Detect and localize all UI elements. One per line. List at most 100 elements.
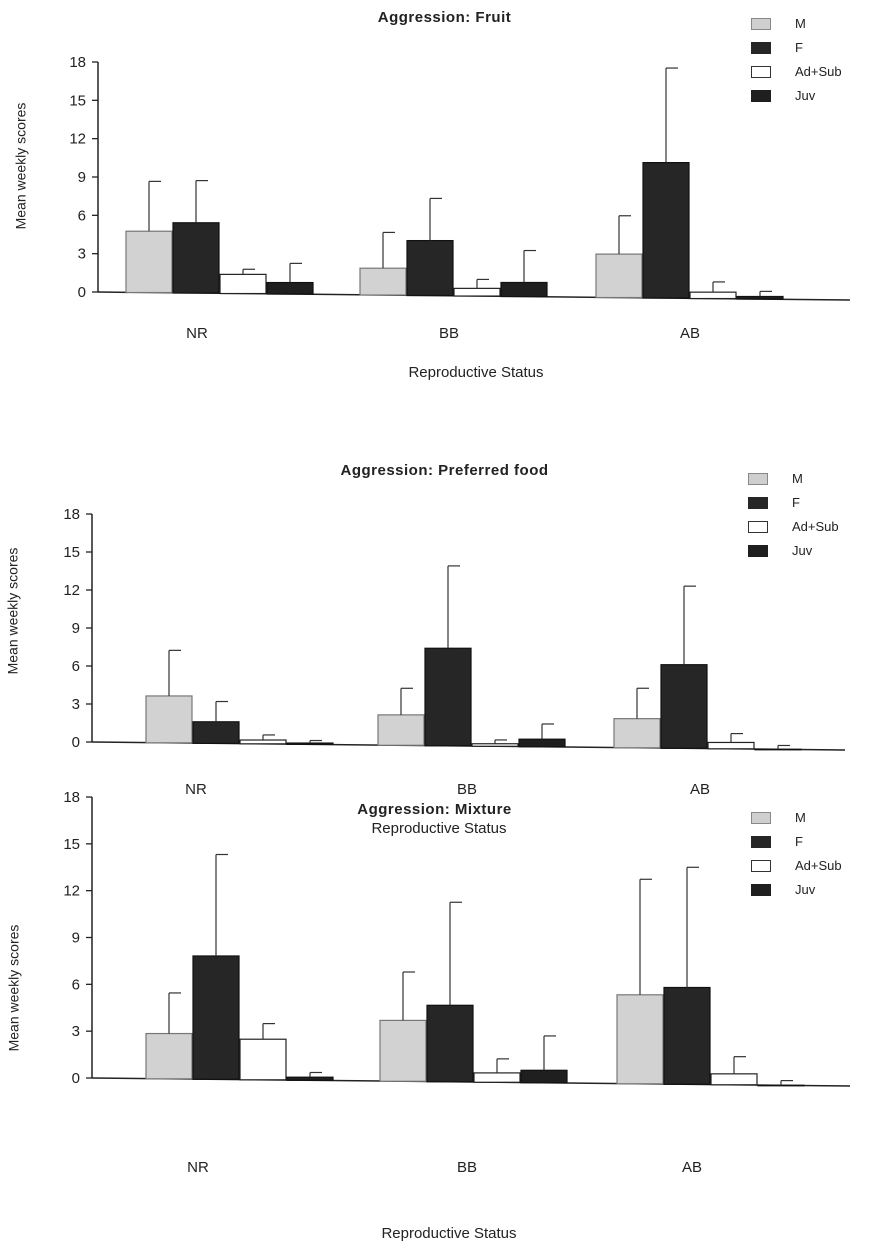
- y-tick-label: 9: [72, 620, 80, 637]
- legend-label: Ad+Sub: [795, 64, 842, 79]
- bar-m-bb: [377, 714, 425, 746]
- y-tick-label: 9: [78, 169, 86, 186]
- bar-adsub-ab: [710, 1073, 758, 1086]
- chart-svg: 0 3 6 9 12 15 18 NR BB AB: [63, 506, 846, 798]
- y-tick-label: 12: [69, 131, 86, 148]
- bar-f-ab: [642, 161, 690, 299]
- y-tick-label: 15: [63, 836, 80, 853]
- bar-adsub-nr: [239, 739, 287, 745]
- bar-f-ab: [660, 664, 708, 749]
- legend-swatch-juv: [751, 884, 771, 896]
- x-category-label: AB: [690, 781, 710, 798]
- bar-adsub-bb: [471, 743, 519, 747]
- y-tick-label: 3: [72, 696, 80, 713]
- chart-svg: 0 3 6 9 12 15 18 NR BB AB: [69, 54, 851, 342]
- bar-f-bb: [426, 1004, 474, 1083]
- y-axis-label: Mean weekly scores: [4, 547, 21, 675]
- legend-swatch-m: [751, 18, 771, 30]
- y-tick-label: 18: [63, 789, 80, 806]
- legend-swatch-m: [748, 473, 768, 485]
- chart-title: Aggression: Preferred food: [340, 462, 549, 479]
- legend-label: M: [795, 810, 806, 825]
- chart-panel-preferred-food: Aggression: Preferred food 0 3 6 9 12 15 18 NR B…: [0, 450, 869, 850]
- y-tick-label: 15: [69, 92, 86, 109]
- y-tick-label: 9: [72, 930, 80, 947]
- x-axis-label: Reproductive Status: [371, 820, 507, 837]
- bar-f-ab: [663, 986, 711, 1085]
- x-category-label: BB: [439, 325, 459, 342]
- legend-swatch-f: [751, 836, 771, 848]
- legend-label: M: [792, 471, 803, 486]
- bar-juv-nr: [286, 1076, 334, 1081]
- y-tick-label: 0: [78, 284, 86, 301]
- bar-m-ab: [616, 994, 664, 1085]
- bar-m-ab: [595, 253, 643, 299]
- bar-m-nr: [145, 695, 193, 744]
- x-axis-label: Reproductive Status: [381, 1225, 517, 1242]
- bar-m-nr: [145, 1032, 193, 1080]
- y-tick-label: 6: [72, 658, 80, 675]
- legend-label: F: [795, 40, 803, 55]
- bar-f-bb: [424, 647, 472, 747]
- chart-title: Aggression: Mixture: [357, 801, 512, 818]
- y-axis-label: Mean weekly scores: [5, 924, 22, 1052]
- legend-label: Juv: [795, 882, 816, 897]
- y-tick-label: 0: [72, 1070, 80, 1087]
- legend-label: Juv: [795, 88, 816, 103]
- bar-f-bb: [406, 239, 454, 297]
- legend-swatch-adsub: [748, 521, 768, 533]
- legend-swatch-f: [751, 42, 771, 54]
- legend-swatch-adsub: [751, 860, 771, 872]
- x-category-label: NR: [186, 325, 208, 342]
- bar-f-nr: [172, 222, 220, 294]
- y-tick-label: 18: [69, 54, 86, 71]
- chart-panel-mixture: Aggression: Mixture 0 3 6 9 12 15 18 NR BB AB Mea…: [0, 780, 869, 1251]
- bar-adsub-bb: [473, 1072, 521, 1083]
- legend-label: Ad+Sub: [795, 858, 842, 873]
- bar-adsub-bb: [453, 287, 501, 297]
- chart-title: Aggression: Fruit: [377, 9, 512, 26]
- legend-swatch-juv: [748, 545, 768, 557]
- bar-juv-bb: [518, 738, 566, 748]
- y-tick-label: 12: [63, 883, 80, 900]
- bar-juv-bb: [520, 1069, 568, 1084]
- bar-f-nr: [192, 721, 240, 744]
- chart-panel-fruit: Aggression: Fruit 0 3 6 9 12 15 18 NR BB AB Mean …: [0, 0, 869, 400]
- x-category-label: BB: [457, 781, 477, 798]
- bar-juv-nr: [286, 742, 334, 745]
- bar-juv-ab: [754, 748, 802, 751]
- y-tick-label: 6: [72, 976, 80, 993]
- bar-m-nr: [125, 230, 173, 294]
- y-tick-label: 3: [78, 246, 86, 263]
- bar-adsub-ab: [707, 741, 755, 750]
- y-tick-label: 12: [63, 582, 80, 599]
- bar-juv-ab: [757, 1084, 805, 1087]
- bar-juv-ab: [736, 295, 784, 300]
- bar-adsub-nr: [239, 1038, 287, 1081]
- y-tick-label: 15: [63, 544, 80, 561]
- x-category-label: AB: [682, 1159, 702, 1176]
- y-tick-label: 18: [63, 506, 80, 523]
- bar-juv-nr: [266, 281, 314, 295]
- x-category-label: AB: [680, 325, 700, 342]
- legend-label: F: [792, 495, 800, 510]
- x-axis-label: Reproductive Status: [408, 364, 544, 381]
- y-axis-label: Mean weekly scores: [12, 102, 29, 230]
- y-tick-label: 3: [72, 1023, 80, 1040]
- legend-swatch-adsub: [751, 66, 771, 78]
- legend-label: M: [795, 16, 806, 31]
- y-tick-label: 0: [72, 734, 80, 751]
- bar-juv-bb: [500, 281, 548, 298]
- bar-m-bb: [379, 1019, 427, 1082]
- legend-swatch-m: [751, 812, 771, 824]
- bar-adsub-ab: [689, 291, 737, 300]
- bar-f-nr: [192, 955, 240, 1080]
- x-category-label: NR: [187, 1159, 209, 1176]
- bar-m-bb: [359, 267, 407, 296]
- x-category-label: BB: [457, 1159, 477, 1176]
- legend-swatch-f: [748, 497, 768, 509]
- bar-m-ab: [613, 718, 661, 749]
- bar-adsub-nr: [219, 273, 267, 295]
- legend-label: Ad+Sub: [792, 519, 839, 534]
- chart-svg: 0 3 6 9 12 15 18 NR BB AB: [63, 789, 851, 1176]
